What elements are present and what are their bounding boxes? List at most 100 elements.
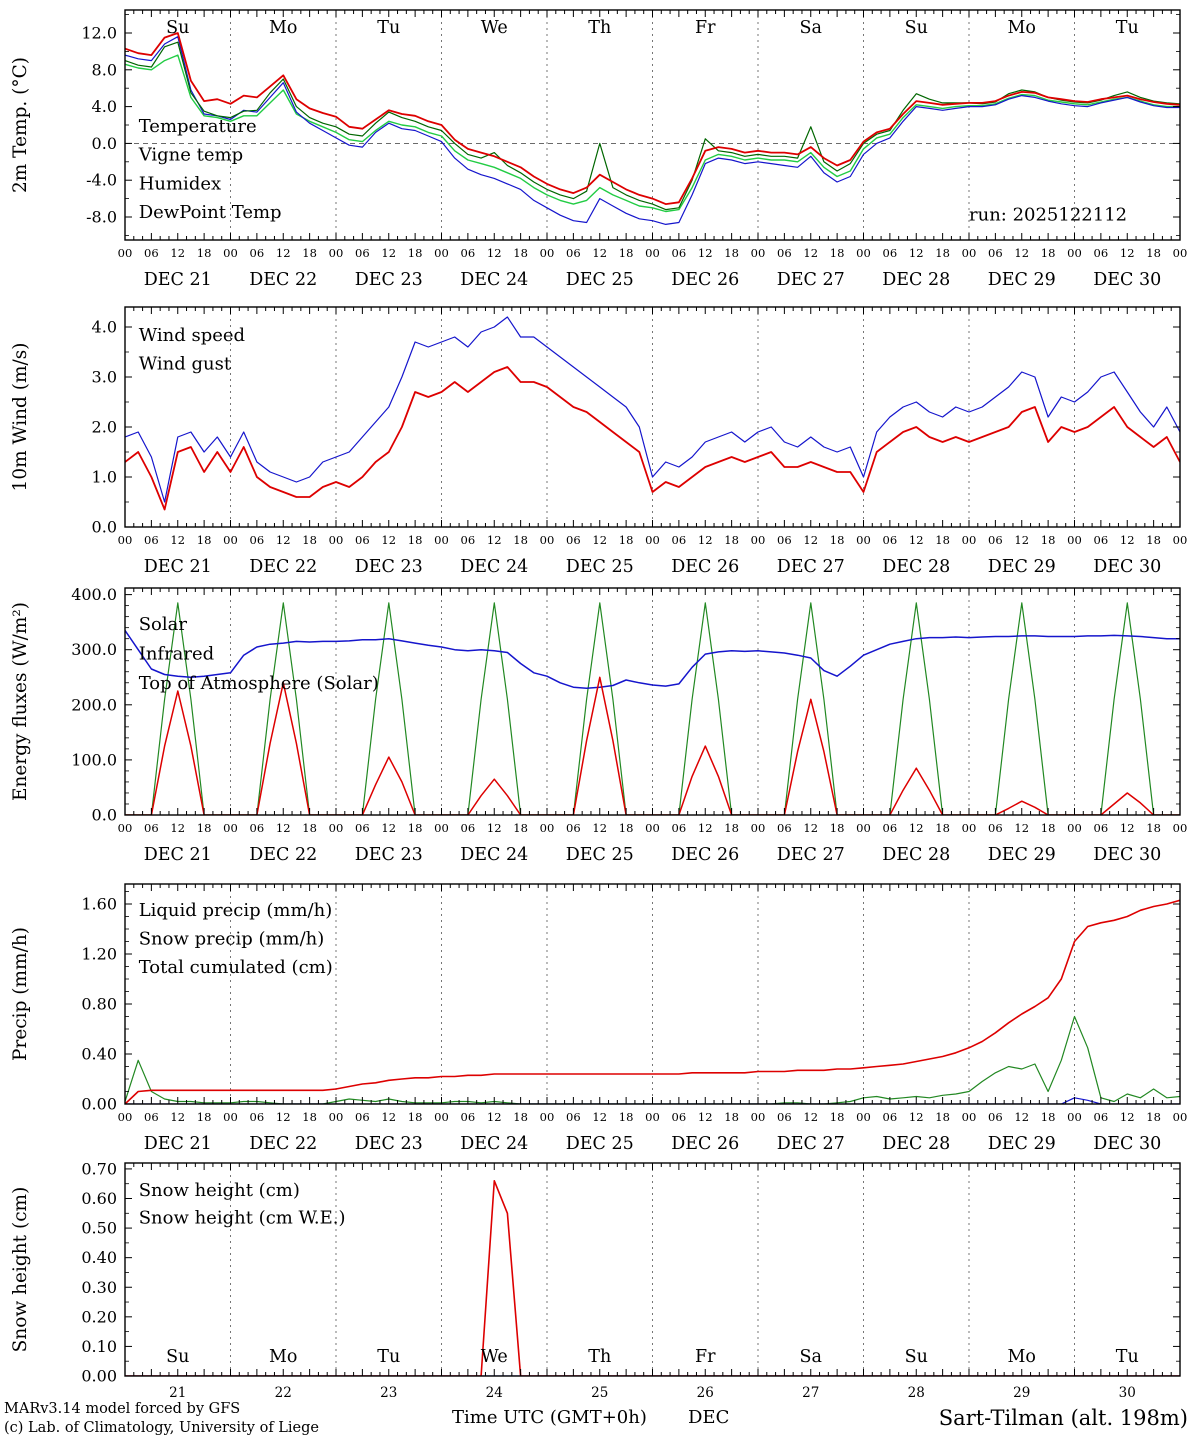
hour-label: 18: [302, 821, 317, 835]
hour-label: 12: [1120, 533, 1135, 547]
hour-label: 12: [1120, 1110, 1135, 1124]
hour-label: 18: [197, 821, 212, 835]
hour-label: 00: [434, 1110, 449, 1124]
hour-label: 18: [1146, 533, 1161, 547]
hour-label: 06: [777, 533, 792, 547]
hour-label: 06: [355, 533, 370, 547]
hour-label: 06: [355, 821, 370, 835]
y-axis-title: Snow height (cm): [10, 1187, 31, 1353]
hour-label: 06: [566, 533, 581, 547]
weekday-label: Mo: [269, 18, 297, 38]
hour-label: 06: [883, 1110, 898, 1124]
hour-label: 00: [540, 246, 555, 260]
y-tick-label: 0.00: [81, 1367, 117, 1386]
day-number-label: 28: [908, 1385, 925, 1401]
hour-label: 06: [566, 246, 581, 260]
hour-label: 00: [329, 821, 344, 835]
y-tick-label: 0.30: [81, 1278, 117, 1297]
y-tick-label: 0.20: [81, 1307, 117, 1326]
day-number-label: 27: [802, 1385, 819, 1401]
hour-label: 12: [487, 1110, 502, 1124]
y-tick-label: 3.0: [92, 368, 117, 387]
hour-label: 12: [698, 246, 713, 260]
weekday-label: Tu: [1116, 1347, 1139, 1367]
legend-label: Liquid precip (mm/h): [139, 900, 333, 921]
hour-label: 00: [645, 246, 660, 260]
hour-label: 18: [513, 533, 528, 547]
hour-label: 12: [487, 533, 502, 547]
hour-label: 06: [461, 821, 476, 835]
hour-label: 18: [513, 1110, 528, 1124]
hour-label: 06: [988, 1110, 1003, 1124]
date-label: DEC 28: [882, 845, 950, 865]
hour-label: 00: [118, 246, 133, 260]
hour-label: 06: [1094, 1110, 1109, 1124]
day-number-label: 24: [486, 1385, 503, 1401]
hour-label: 12: [803, 1110, 818, 1124]
y-tick-label: 1.20: [81, 945, 117, 964]
hour-label: 18: [619, 246, 634, 260]
hour-label: 18: [408, 1110, 423, 1124]
y-tick-label: 0.0: [92, 134, 117, 153]
y-axis-title: Energy fluxes (W/m²): [10, 602, 31, 801]
hour-label: 00: [1173, 533, 1188, 547]
weekday-label: Su: [905, 18, 928, 38]
weekday-label: Su: [166, 18, 189, 38]
hour-label: 12: [698, 1110, 713, 1124]
hour-label: 12: [592, 533, 607, 547]
hour-label: 12: [698, 821, 713, 835]
y-tick-label: 1.0: [92, 468, 117, 487]
hour-label: 00: [1173, 821, 1188, 835]
date-label: DEC 21: [144, 1134, 212, 1154]
hour-label: 00: [1067, 821, 1082, 835]
date-label: DEC 25: [566, 1134, 634, 1154]
hour-label: 18: [302, 1110, 317, 1124]
legend-label: Snow precip (mm/h): [139, 929, 325, 950]
hour-label: 12: [170, 246, 185, 260]
hour-label: 18: [724, 533, 739, 547]
hour-label: 06: [250, 533, 265, 547]
hour-label: 12: [276, 246, 291, 260]
hour-label: 00: [1067, 1110, 1082, 1124]
hour-label: 18: [1041, 1110, 1056, 1124]
weekday-label: Mo: [1008, 1347, 1036, 1367]
y-tick-label: 4.0: [92, 97, 117, 116]
hour-label: 00: [856, 821, 871, 835]
hour-label: 00: [856, 1110, 871, 1124]
hour-label: 18: [302, 533, 317, 547]
hour-label: 06: [144, 533, 159, 547]
series-wind-speed: [125, 366, 1180, 511]
y-tick-label: 200.0: [71, 695, 117, 714]
model-credit-line2: (c) Lab. of Climatology, University of L…: [4, 1420, 319, 1436]
day-number-label: 29: [1013, 1385, 1030, 1401]
panel-wind: 4.03.02.01.00.000 06 12 18 00 06 12 18 00 06 12 18 0…: [10, 306, 1188, 577]
hour-label: 12: [698, 533, 713, 547]
date-label: DEC 30: [1093, 845, 1161, 865]
y-tick-label: 12.0: [81, 24, 117, 43]
date-label: DEC 22: [249, 1134, 317, 1154]
weekday-label: Fr: [695, 1347, 716, 1367]
hour-label: 06: [1094, 821, 1109, 835]
y-tick-label: 0.40: [81, 1248, 117, 1267]
hour-label: 06: [461, 246, 476, 260]
hour-label: 18: [724, 246, 739, 260]
hour-label: 00: [751, 1110, 766, 1124]
date-label: DEC 25: [566, 557, 634, 577]
hour-label: 00: [645, 1110, 660, 1124]
hour-label: 06: [566, 1110, 581, 1124]
weekday-label: Th: [588, 18, 611, 38]
hour-label: 06: [250, 821, 265, 835]
hour-label: 00: [434, 533, 449, 547]
hour-label: 12: [487, 246, 502, 260]
y-tick-label: 0.0: [92, 518, 117, 537]
hour-label: 12: [1120, 821, 1135, 835]
hour-label: 00: [962, 1110, 977, 1124]
hour-label: 18: [408, 246, 423, 260]
hour-label: 12: [592, 246, 607, 260]
y-tick-label: 0.00: [81, 1095, 117, 1114]
hour-label: 06: [355, 246, 370, 260]
hour-label: 00: [856, 246, 871, 260]
